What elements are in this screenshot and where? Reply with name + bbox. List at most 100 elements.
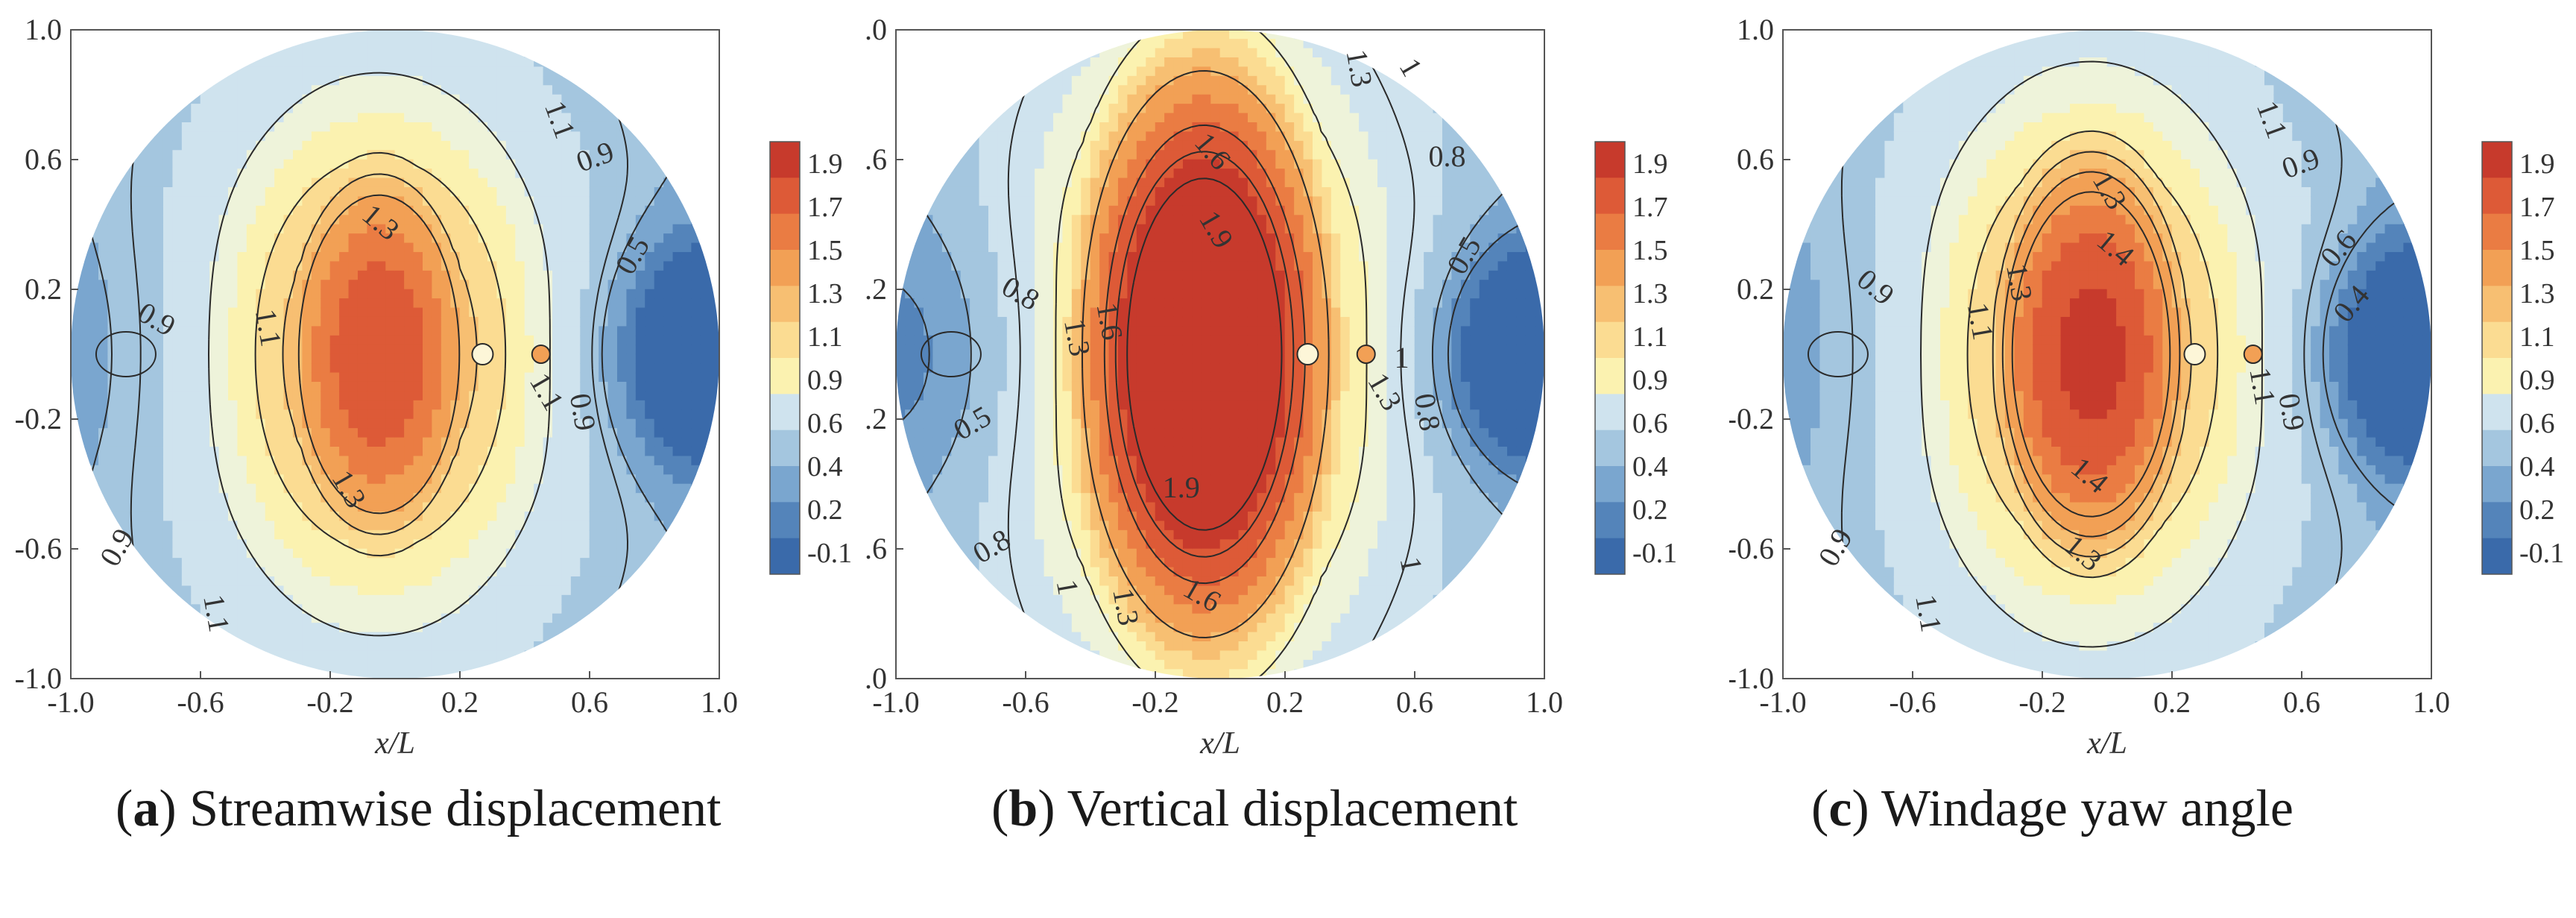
contour-label-b-5: 1.9 [1163,471,1200,504]
y-tick-label-a-3: -0.2 [15,402,62,436]
contour-label-a-8: 0.9 [564,391,603,433]
colorbar-tick-label-a-6: 0.6 [807,408,843,439]
colorbar-band-a-2 [770,213,800,251]
contour-label-c-12: 0.9 [2272,391,2311,433]
colorbar-band-b-11 [1595,538,1625,575]
contour-label-a-10: 1.1 [197,592,236,635]
colorbar-band-a-0 [770,142,800,178]
x-tick-label-a-0: -1.0 [47,685,94,719]
colorbar-band-a-10 [770,502,800,539]
y-tick-label-b-1: 0.6 [865,142,887,176]
x-tick-label-b-5: 1.0 [1526,685,1563,719]
y-tick-label-b-0: 1.0 [865,13,887,46]
colorbar-band-c-8 [2482,430,2512,467]
x-axis-label-a: x/L [374,726,415,761]
colorbar-tick-label-b-0: 1.9 [1632,148,1668,180]
caption-a-text: Streamwise displacement [176,780,722,837]
colorbar-tick-label-a-9: -0.1 [807,538,852,569]
colorbar-tick-label-c-4: 1.1 [2519,321,2555,353]
chart-panel-c: 0.91.11.31.31.41.41.31.10.90.60.41.10.90… [1729,13,2564,761]
caption-c-text: Windage yaw angle [1869,780,2294,837]
x-tick-label-b-1: -0.6 [1002,685,1049,719]
contour-label-c-2: 1.3 [2000,261,2039,304]
colorbar-tick-label-b-3: 1.3 [1632,278,1668,309]
colorbar-tick-label-a-5: 0.9 [807,365,843,396]
colorbar-band-b-8 [1595,430,1625,467]
colorbar-band-c-6 [2482,358,2512,394]
colorbar-band-b-7 [1595,394,1625,431]
x-tick-label-c-5: 1.0 [2413,685,2450,719]
colorbar-frame-c [2481,141,2513,575]
colorbar-tick-label-a-0: 1.9 [807,148,843,180]
colorbar-tick-label-c-8: 0.2 [2519,494,2555,526]
contour-label-b-1: 1.3 [1058,316,1097,359]
contour-line-b-4 [1082,70,1330,638]
colorbar-tick-label-b-8: 0.2 [1632,494,1668,526]
y-tick-label-a-2: 0.2 [25,272,62,306]
y-tick-label-c-4: -0.6 [1729,532,1774,565]
contour-fill-b [896,30,1544,679]
colorbar-band-c-9 [2482,466,2512,503]
colorbar-tick-label-b-7: 0.4 [1632,451,1668,482]
colorbar-band-a-3 [770,250,800,286]
y-tick-label-a-4: -0.6 [15,532,62,565]
x-tick-label-b-0: -1.0 [872,685,919,719]
axes-frame-a [70,29,720,679]
colorbar-band-c-11 [2482,538,2512,575]
y-tick-label-c-5: -1.0 [1729,661,1774,695]
contour-line-b-5 [1103,124,1306,585]
colorbar-tick-label-a-8: 0.2 [807,494,843,526]
colorbar-band-c-5 [2482,321,2512,359]
chart-panel-b: 0.81.31.61.61.91.90.50.81 1.3 1.61.3 10.80.… [865,13,1677,761]
contour-label-a-1: 1.1 [249,306,288,349]
y-tick-label-a-1: 0.6 [25,142,62,176]
colorbar-frame-a [769,141,801,575]
x-tick-label-c-3: 0.2 [2153,685,2191,719]
contour-label-b-15: 1 [1395,341,1409,374]
y-tick-label-c-1: 0.6 [1737,142,1774,176]
colorbar-tick-label-b-9: -0.1 [1632,538,1677,569]
colorbar-tick-label-a-3: 1.3 [807,278,843,309]
contour-line-a-2 [208,72,551,637]
axes-frame-c [1782,29,2432,679]
colorbar-band-c-3 [2482,250,2512,286]
colorbar-tick-label-b-2: 1.5 [1632,235,1668,266]
contour-label-b-9: 1.3 [1106,585,1146,628]
colorbar-band-b-4 [1595,286,1625,323]
x-tick-label-a-2: -0.2 [306,685,353,719]
colorbar-band-b-3 [1595,250,1625,286]
contour-line-c-6 [2011,191,2171,518]
x-tick-label-a-1: -0.6 [177,685,224,719]
contour-line-a-3 [254,151,507,557]
colorbar-tick-label-a-1: 1.7 [807,192,843,223]
y-tick-label-c-0: 1.0 [1737,13,1774,46]
colorbar-band-a-9 [770,466,800,503]
colorbar-tick-label-c-2: 1.5 [2519,235,2555,266]
caption-c: (c) Windage yaw angle [1811,780,2294,837]
axes-frame-b [895,29,1545,679]
colorbar-band-b-2 [1595,213,1625,251]
colorbar-band-a-7 [770,394,800,431]
colorbar-band-b-10 [1595,502,1625,539]
colorbar-tick-label-b-5: 0.9 [1632,365,1668,396]
x-axis-label-c: x/L [2086,726,2127,761]
colorbar-band-a-4 [770,286,800,323]
y-tick-label-b-4: -0.6 [865,532,887,565]
marker-island-c [2243,345,2263,364]
y-tick-label-b-3: -0.2 [865,402,887,436]
contour-label-c-11: 1.1 [2243,365,2282,407]
colorbar-band-c-1 [2482,177,2512,215]
caption-a: (a) Streamwise displacement [116,780,722,837]
contour-line-b-7 [1126,177,1283,531]
marker-left-c [1807,331,1869,377]
contour-line-b-3 [1055,30,1368,679]
colorbar-band-b-0 [1595,142,1625,178]
colorbar-band-a-5 [770,321,800,359]
colorbar-tick-label-c-6: 0.6 [2519,408,2555,439]
colorbar-tick-label-c-5: 0.9 [2519,365,2555,396]
colorbar-tick-label-c-7: 0.4 [2519,451,2555,482]
colorbar-tick-label-a-2: 1.5 [807,235,843,266]
x-tick-label-c-1: -0.6 [1889,685,1936,719]
caption-b: (b) Vertical displacement [991,780,1518,837]
colorbar-tick-label-c-9: -0.1 [2519,538,2564,569]
